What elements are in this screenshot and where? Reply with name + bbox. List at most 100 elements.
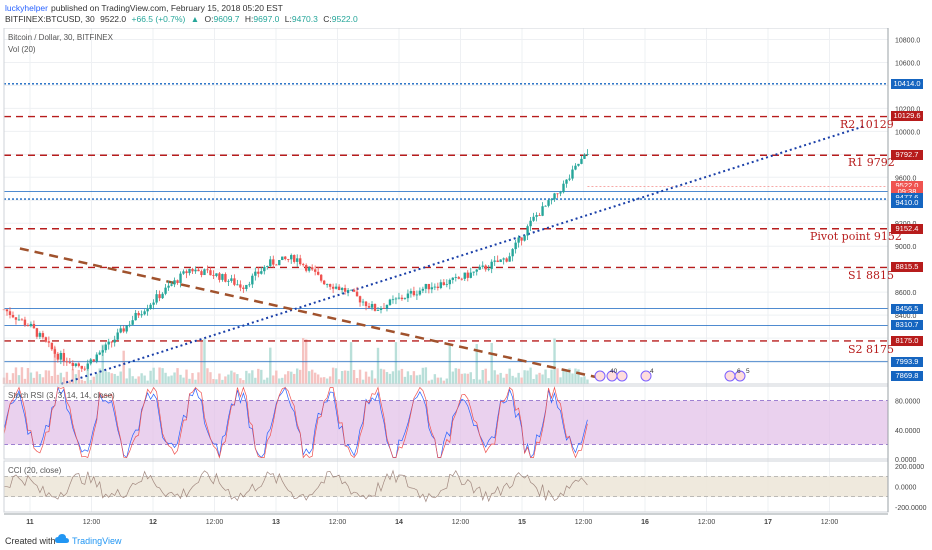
volume-bar (284, 374, 287, 384)
volume-bar (433, 374, 437, 384)
volume-bar (125, 378, 128, 384)
candle-body (310, 267, 314, 270)
price-levels (4, 83, 888, 363)
candle-body (355, 291, 359, 297)
candle-body (56, 353, 60, 360)
candle-body (263, 266, 266, 272)
volume-bar (442, 380, 446, 384)
candle-body (550, 199, 553, 201)
close-label: C: (323, 14, 332, 24)
volume-bar (182, 377, 185, 384)
price-tag: 7869.8 (891, 370, 923, 381)
price-tag: 9477.6 (891, 192, 923, 203)
candle-body (523, 235, 526, 241)
volume-bar (128, 368, 131, 384)
volume-bar (29, 372, 33, 384)
volume-bar (316, 374, 320, 384)
candle-body (304, 265, 308, 271)
candle-body (442, 282, 446, 285)
trendlines (19, 124, 867, 385)
time-tick-label: 16 (641, 519, 649, 526)
volume-bar (535, 374, 538, 384)
volume-label: Vol (20) (8, 45, 36, 54)
candle-body (239, 284, 242, 288)
candle-body (134, 312, 137, 321)
volume-bar (454, 368, 457, 384)
volume-bar (532, 378, 535, 384)
volume-bar (325, 378, 329, 384)
volume-bar (44, 370, 48, 384)
volume-bar (26, 368, 30, 384)
volume-bar (349, 342, 353, 384)
volume-bar (586, 379, 589, 384)
candle-body (319, 274, 323, 281)
candle-body (568, 178, 571, 180)
time-tick-label: 12:00 (821, 519, 839, 526)
candle-body (98, 352, 101, 355)
candle-body (562, 183, 565, 193)
volume-bar (221, 379, 224, 384)
volume-bar (248, 373, 251, 384)
main-pane-title: Bitcoin / Dollar, 30, BITFINEX (8, 33, 113, 42)
candle-body (116, 332, 119, 340)
created-with-text: Created with (5, 536, 56, 546)
symbol-label[interactable]: BITFINEX:BTCUSD, 30 (5, 14, 95, 24)
candle-body (110, 341, 113, 343)
price-tag: 9792.7 (891, 150, 923, 161)
volume-bar (143, 375, 146, 384)
volume-bar (337, 379, 341, 384)
candle-body (382, 308, 386, 309)
candle-body (131, 320, 134, 325)
volume-bar (478, 379, 481, 384)
volume-bar (161, 368, 164, 384)
high-label: H: (244, 14, 254, 24)
volume-bar (541, 374, 544, 384)
event-badge-count: 6 (737, 368, 741, 375)
volume-bar (391, 371, 395, 384)
candle-body (215, 273, 218, 276)
event-flag-icon (594, 370, 606, 382)
candle-body (499, 259, 502, 263)
candle-body (307, 267, 311, 271)
tradingview-cloud-icon (55, 534, 69, 543)
volume-bar (191, 373, 194, 384)
volume-bar (370, 370, 374, 384)
candle-body (17, 319, 21, 321)
cci-tick-label: 200.0000 (895, 464, 924, 471)
volume-bar (8, 379, 12, 384)
price-tick-label: 10600.0 (895, 60, 920, 67)
volume-bar (218, 373, 221, 384)
volume-bar (122, 350, 125, 384)
volume-bar (466, 373, 469, 384)
volume-bar (200, 341, 203, 384)
volume-bar (340, 371, 344, 384)
axes (3, 27, 889, 515)
volume-bar (293, 373, 296, 384)
volume-bar (529, 367, 532, 384)
candle-body (152, 302, 155, 305)
candle-body (541, 206, 544, 216)
tradingview-brand[interactable]: TradingView (72, 536, 122, 546)
annotation-r1: R1 9792 (848, 156, 895, 169)
annotation-s2: S2 8175 (848, 343, 895, 356)
volume-bar (32, 377, 36, 384)
candle-body (415, 294, 419, 296)
chart-header: luckyhelper published on TradingView.com,… (0, 0, 932, 28)
volume-bar (263, 379, 266, 384)
candle-body (391, 299, 395, 301)
volume-bar (424, 367, 428, 384)
volume-bar (35, 371, 39, 384)
time-tick-label: 12:00 (83, 519, 101, 526)
stoch-rsi-tick-label: 80.0000 (895, 399, 920, 406)
author-link[interactable]: luckyhelper (5, 3, 48, 13)
candle-body (547, 200, 550, 206)
stoch-rsi-fill (4, 400, 888, 445)
annotation-pivot: Pivot point 9152 (810, 230, 902, 243)
event-flag-icon (724, 370, 736, 382)
price-tag: 8175.0 (891, 335, 923, 346)
candle-body (227, 280, 230, 282)
candle-body (173, 280, 176, 285)
candle-body (565, 179, 568, 184)
volume-bar (11, 373, 15, 384)
volume-bar (158, 367, 161, 384)
